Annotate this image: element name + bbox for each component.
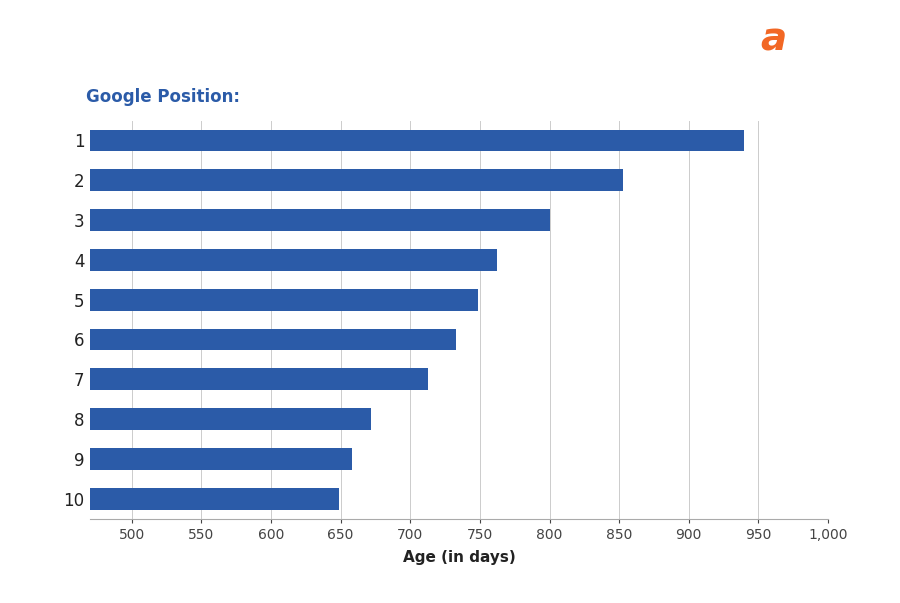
- Bar: [0, 329, 456, 350]
- Bar: [0, 408, 372, 430]
- Bar: [0, 289, 479, 311]
- X-axis label: Age (in days): Age (in days): [402, 550, 516, 565]
- Text: hrefs: hrefs: [785, 20, 898, 58]
- Text: Google Position:: Google Position:: [86, 87, 239, 106]
- Text: Average age of the page (# of days) in Google Top 10 results: Average age of the page (# of days) in G…: [20, 29, 737, 49]
- Bar: [0, 488, 339, 510]
- Bar: [0, 368, 428, 390]
- Text: a: a: [760, 20, 787, 58]
- Bar: [0, 130, 744, 151]
- Bar: [0, 448, 352, 470]
- Bar: [0, 209, 550, 231]
- Bar: [0, 249, 497, 271]
- Bar: [0, 169, 624, 191]
